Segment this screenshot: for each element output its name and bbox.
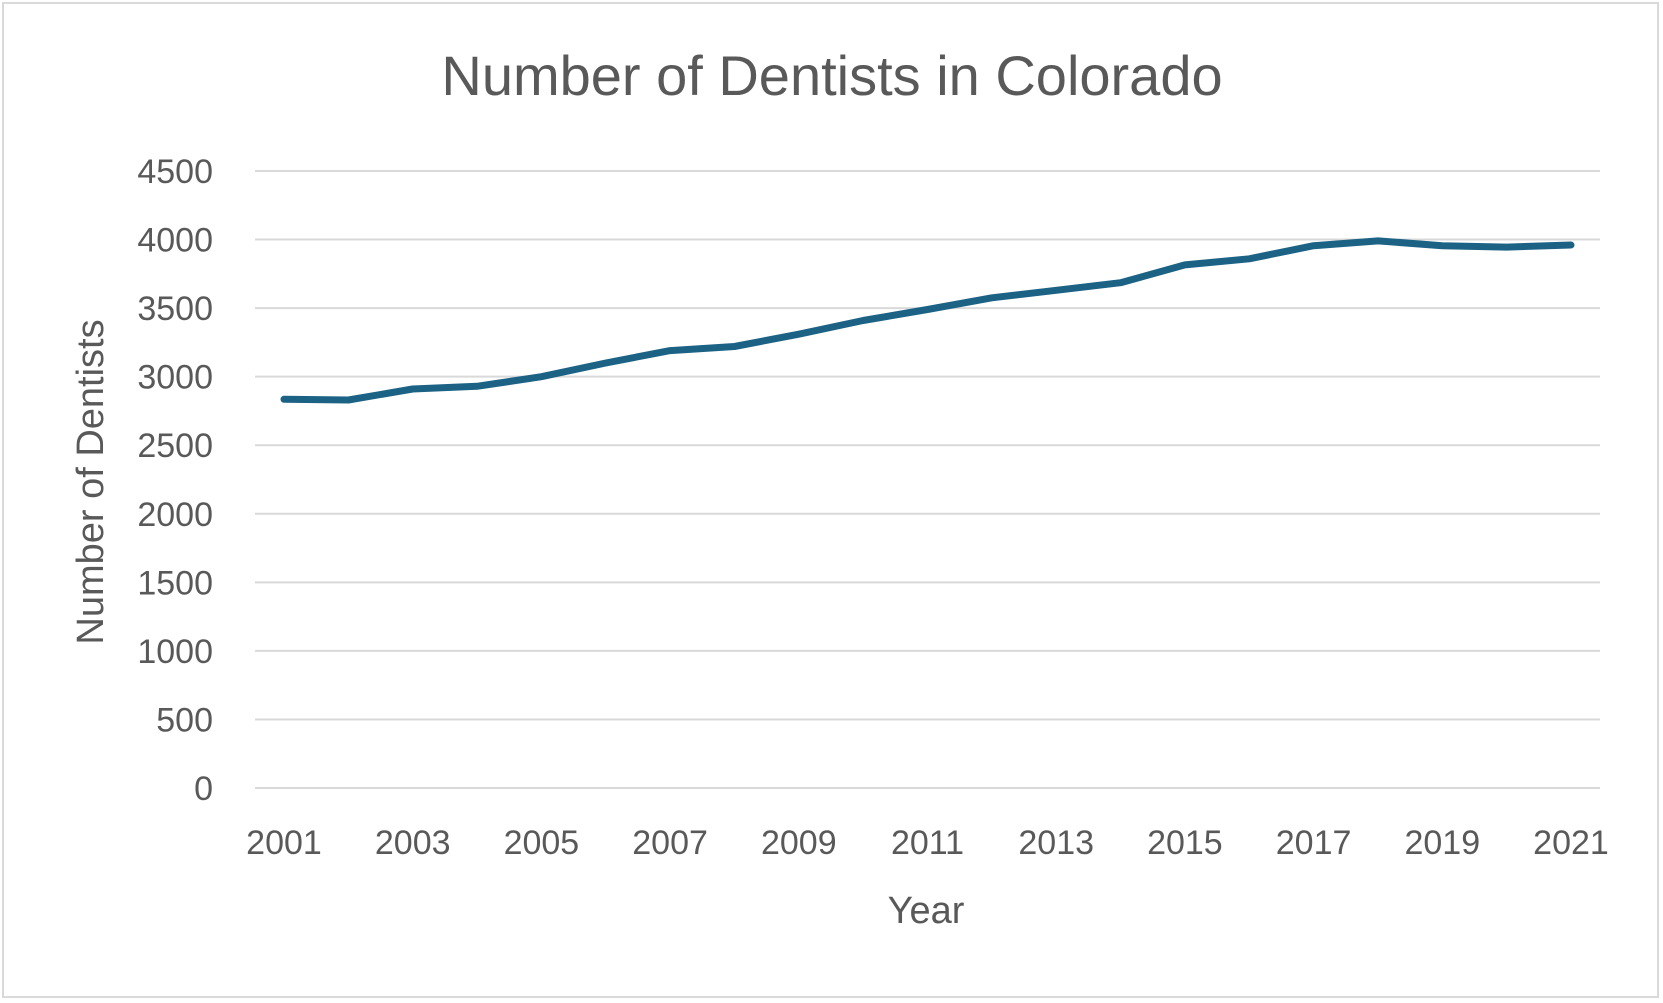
y-tick-label: 3500 bbox=[137, 290, 213, 328]
y-tick-label: 2000 bbox=[137, 496, 213, 534]
y-tick-label: 4000 bbox=[137, 222, 213, 260]
series-line bbox=[280, 237, 1575, 404]
data-series bbox=[280, 237, 1575, 404]
x-tick-label: 2017 bbox=[1276, 824, 1352, 862]
x-axis-title: Year bbox=[888, 890, 965, 932]
x-tick-label: 2021 bbox=[1533, 824, 1609, 862]
gridlines bbox=[255, 170, 1600, 789]
chart-title: Number of Dentists in Colorado bbox=[441, 44, 1222, 107]
x-tick-label: 2015 bbox=[1147, 824, 1223, 862]
x-tick-label: 2013 bbox=[1018, 824, 1094, 862]
x-tick-label: 2001 bbox=[246, 824, 322, 862]
y-tick-label: 500 bbox=[156, 701, 213, 739]
x-tick-label: 2007 bbox=[632, 824, 708, 862]
y-tick-label: 2500 bbox=[137, 427, 213, 465]
y-tick-label: 1000 bbox=[137, 633, 213, 671]
y-tick-label: 4500 bbox=[137, 153, 213, 191]
y-tick-label: 0 bbox=[194, 770, 213, 808]
y-axis-ticks: 0 500 1000 1500 2000 2500 3000 3500 4000 4500 bbox=[137, 153, 213, 808]
y-tick-label: 3000 bbox=[137, 359, 213, 397]
y-tick-label: 1500 bbox=[137, 564, 213, 602]
x-tick-label: 2003 bbox=[375, 824, 451, 862]
x-tick-label: 2005 bbox=[504, 824, 580, 862]
x-tick-label: 2019 bbox=[1404, 824, 1480, 862]
y-axis-title: Number of Dentists bbox=[70, 319, 112, 644]
x-tick-label: 2011 bbox=[891, 824, 964, 862]
x-tick-label: 2009 bbox=[761, 824, 837, 862]
x-axis-ticks: 2001 2003 2005 2007 2009 2011 2013 2015 2017 2019… bbox=[246, 824, 1609, 862]
